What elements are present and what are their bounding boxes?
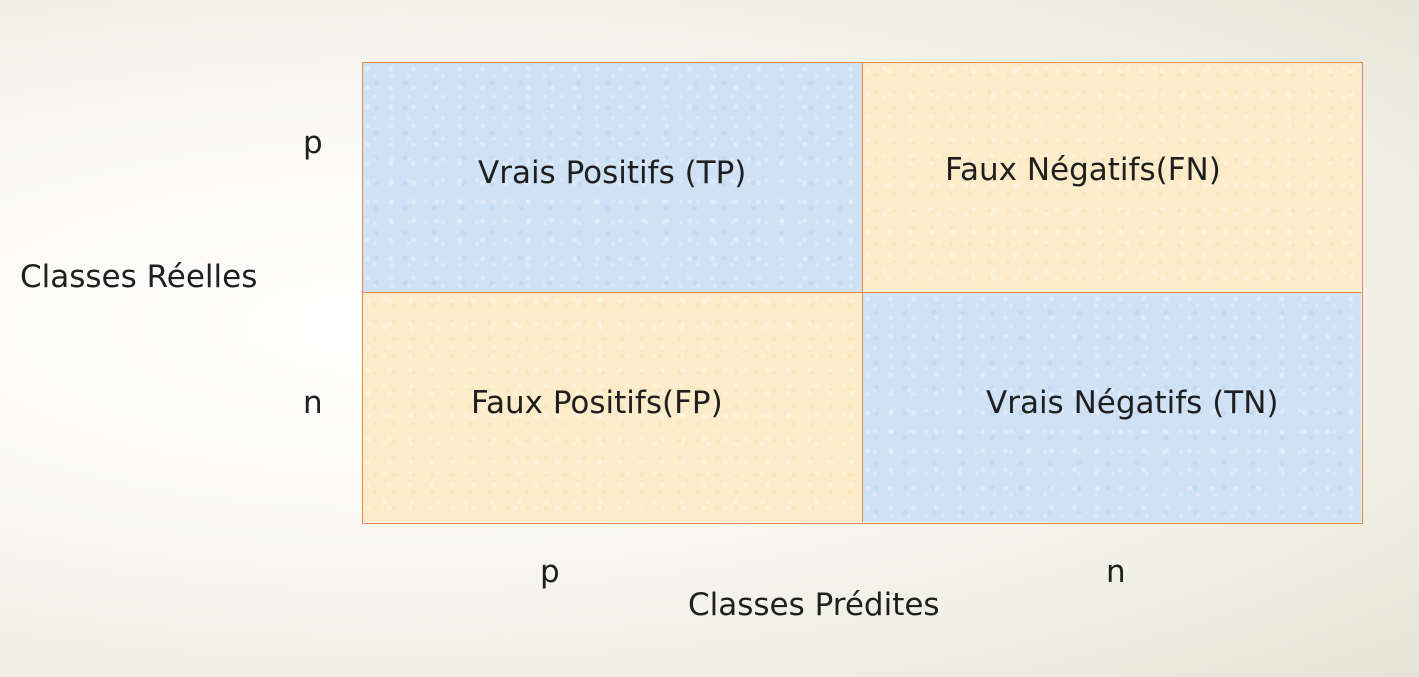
false-positives-label: Faux Positifs(FP) (471, 385, 723, 421)
false-positives-cell: Faux Positifs(FP) (363, 293, 863, 522)
row-label-p: p (303, 125, 323, 161)
false-negatives-label: Faux Négatifs(FN) (945, 152, 1221, 188)
false-negatives-cell: Faux Négatifs(FN) (863, 63, 1361, 293)
true-positives-label: Vrais Positifs (TP) (478, 155, 747, 191)
col-label-n: n (1106, 554, 1126, 590)
predicted-classes-title: Classes Prédites (688, 587, 940, 623)
row-label-n: n (303, 385, 323, 421)
true-negatives-label: Vrais Négatifs (TN) (986, 385, 1279, 421)
confusion-matrix: Vrais Positifs (TP) Faux Négatifs(FN) Fa… (362, 62, 1363, 524)
true-positives-cell: Vrais Positifs (TP) (363, 63, 863, 293)
true-negatives-cell: Vrais Négatifs (TN) (863, 293, 1361, 522)
actual-classes-title: Classes Réelles (20, 259, 258, 295)
col-label-p: p (540, 554, 560, 590)
